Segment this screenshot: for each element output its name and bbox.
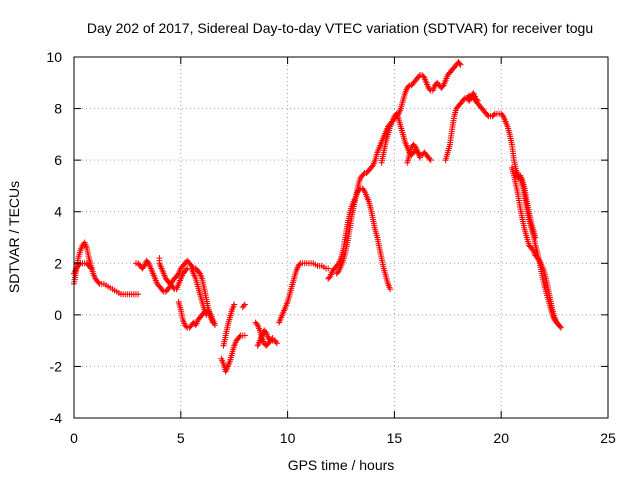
y-tick-label: -4: [50, 410, 63, 426]
y-tick-labels: -4 -2 0 2 4 6 8 10: [46, 49, 62, 426]
data-point: [325, 265, 332, 272]
data-point: [269, 335, 276, 342]
chart-title: Day 202 of 2017, Sidereal Day-to-day VTE…: [87, 20, 593, 36]
data-point: [439, 83, 446, 90]
data-point: [195, 269, 202, 276]
data-point: [490, 112, 497, 119]
data-point: [474, 97, 481, 104]
data-point: [87, 264, 94, 271]
data-point: [420, 73, 427, 80]
axis-ticks: [73, 56, 609, 419]
data-point: [135, 291, 142, 298]
y-tick-label: 10: [46, 49, 62, 65]
data-point: [211, 322, 218, 329]
data-point: [554, 320, 561, 327]
x-axis-label: GPS time / hours: [288, 457, 395, 473]
x-tick-label: 15: [387, 430, 403, 446]
data-point: [253, 320, 260, 327]
data-point: [426, 155, 433, 162]
data-point: [484, 112, 491, 119]
x-tick-labels: 0 5 10 15 20 25: [70, 430, 616, 446]
data-point: [268, 336, 275, 343]
data-point: [88, 265, 95, 272]
y-axis-label: SDTVAR / TECUs: [6, 181, 22, 293]
data-point: [241, 301, 248, 308]
y-tick-label: 6: [54, 152, 62, 168]
data-point: [334, 269, 341, 276]
data-point: [456, 60, 463, 67]
data-point: [236, 333, 243, 340]
plot-frame: [73, 56, 609, 419]
data-point: [532, 234, 539, 241]
data-point: [262, 328, 269, 335]
data-point: [368, 163, 375, 170]
data-point: [241, 332, 248, 339]
data-point: [183, 266, 190, 273]
data-point: [529, 246, 536, 253]
x-tick-label: 10: [280, 430, 296, 446]
data-point: [535, 256, 542, 263]
data-point: [240, 302, 247, 309]
data-point: [203, 311, 210, 318]
data-point: [140, 264, 147, 271]
data-point: [272, 338, 279, 345]
y-tick-label: 0: [54, 307, 62, 323]
data-point: [360, 171, 367, 178]
data-point: [296, 261, 303, 268]
y-tick-label: 2: [54, 255, 62, 271]
data-points: [71, 59, 565, 375]
y-tick-label: -2: [50, 358, 63, 374]
y-tick-label: 4: [54, 204, 62, 220]
y-tick-label: 8: [54, 101, 62, 117]
data-point: [231, 301, 238, 308]
data-point: [417, 154, 424, 161]
x-tick-label: 0: [70, 430, 78, 446]
data-point: [326, 274, 333, 281]
data-point: [405, 83, 412, 90]
data-point: [473, 96, 480, 103]
x-tick-label: 20: [493, 430, 509, 446]
data-point: [411, 142, 418, 149]
data-point: [273, 340, 280, 347]
data-point: [457, 61, 464, 68]
x-tick-label: 5: [177, 430, 185, 446]
data-point: [499, 112, 506, 119]
data-point: [555, 322, 562, 329]
data-point: [387, 286, 394, 293]
data-point: [427, 157, 434, 164]
data-point: [360, 186, 367, 193]
data-point: [144, 258, 151, 265]
data-point: [76, 261, 83, 268]
x-tick-label: 25: [600, 430, 616, 446]
data-point: [95, 279, 102, 286]
